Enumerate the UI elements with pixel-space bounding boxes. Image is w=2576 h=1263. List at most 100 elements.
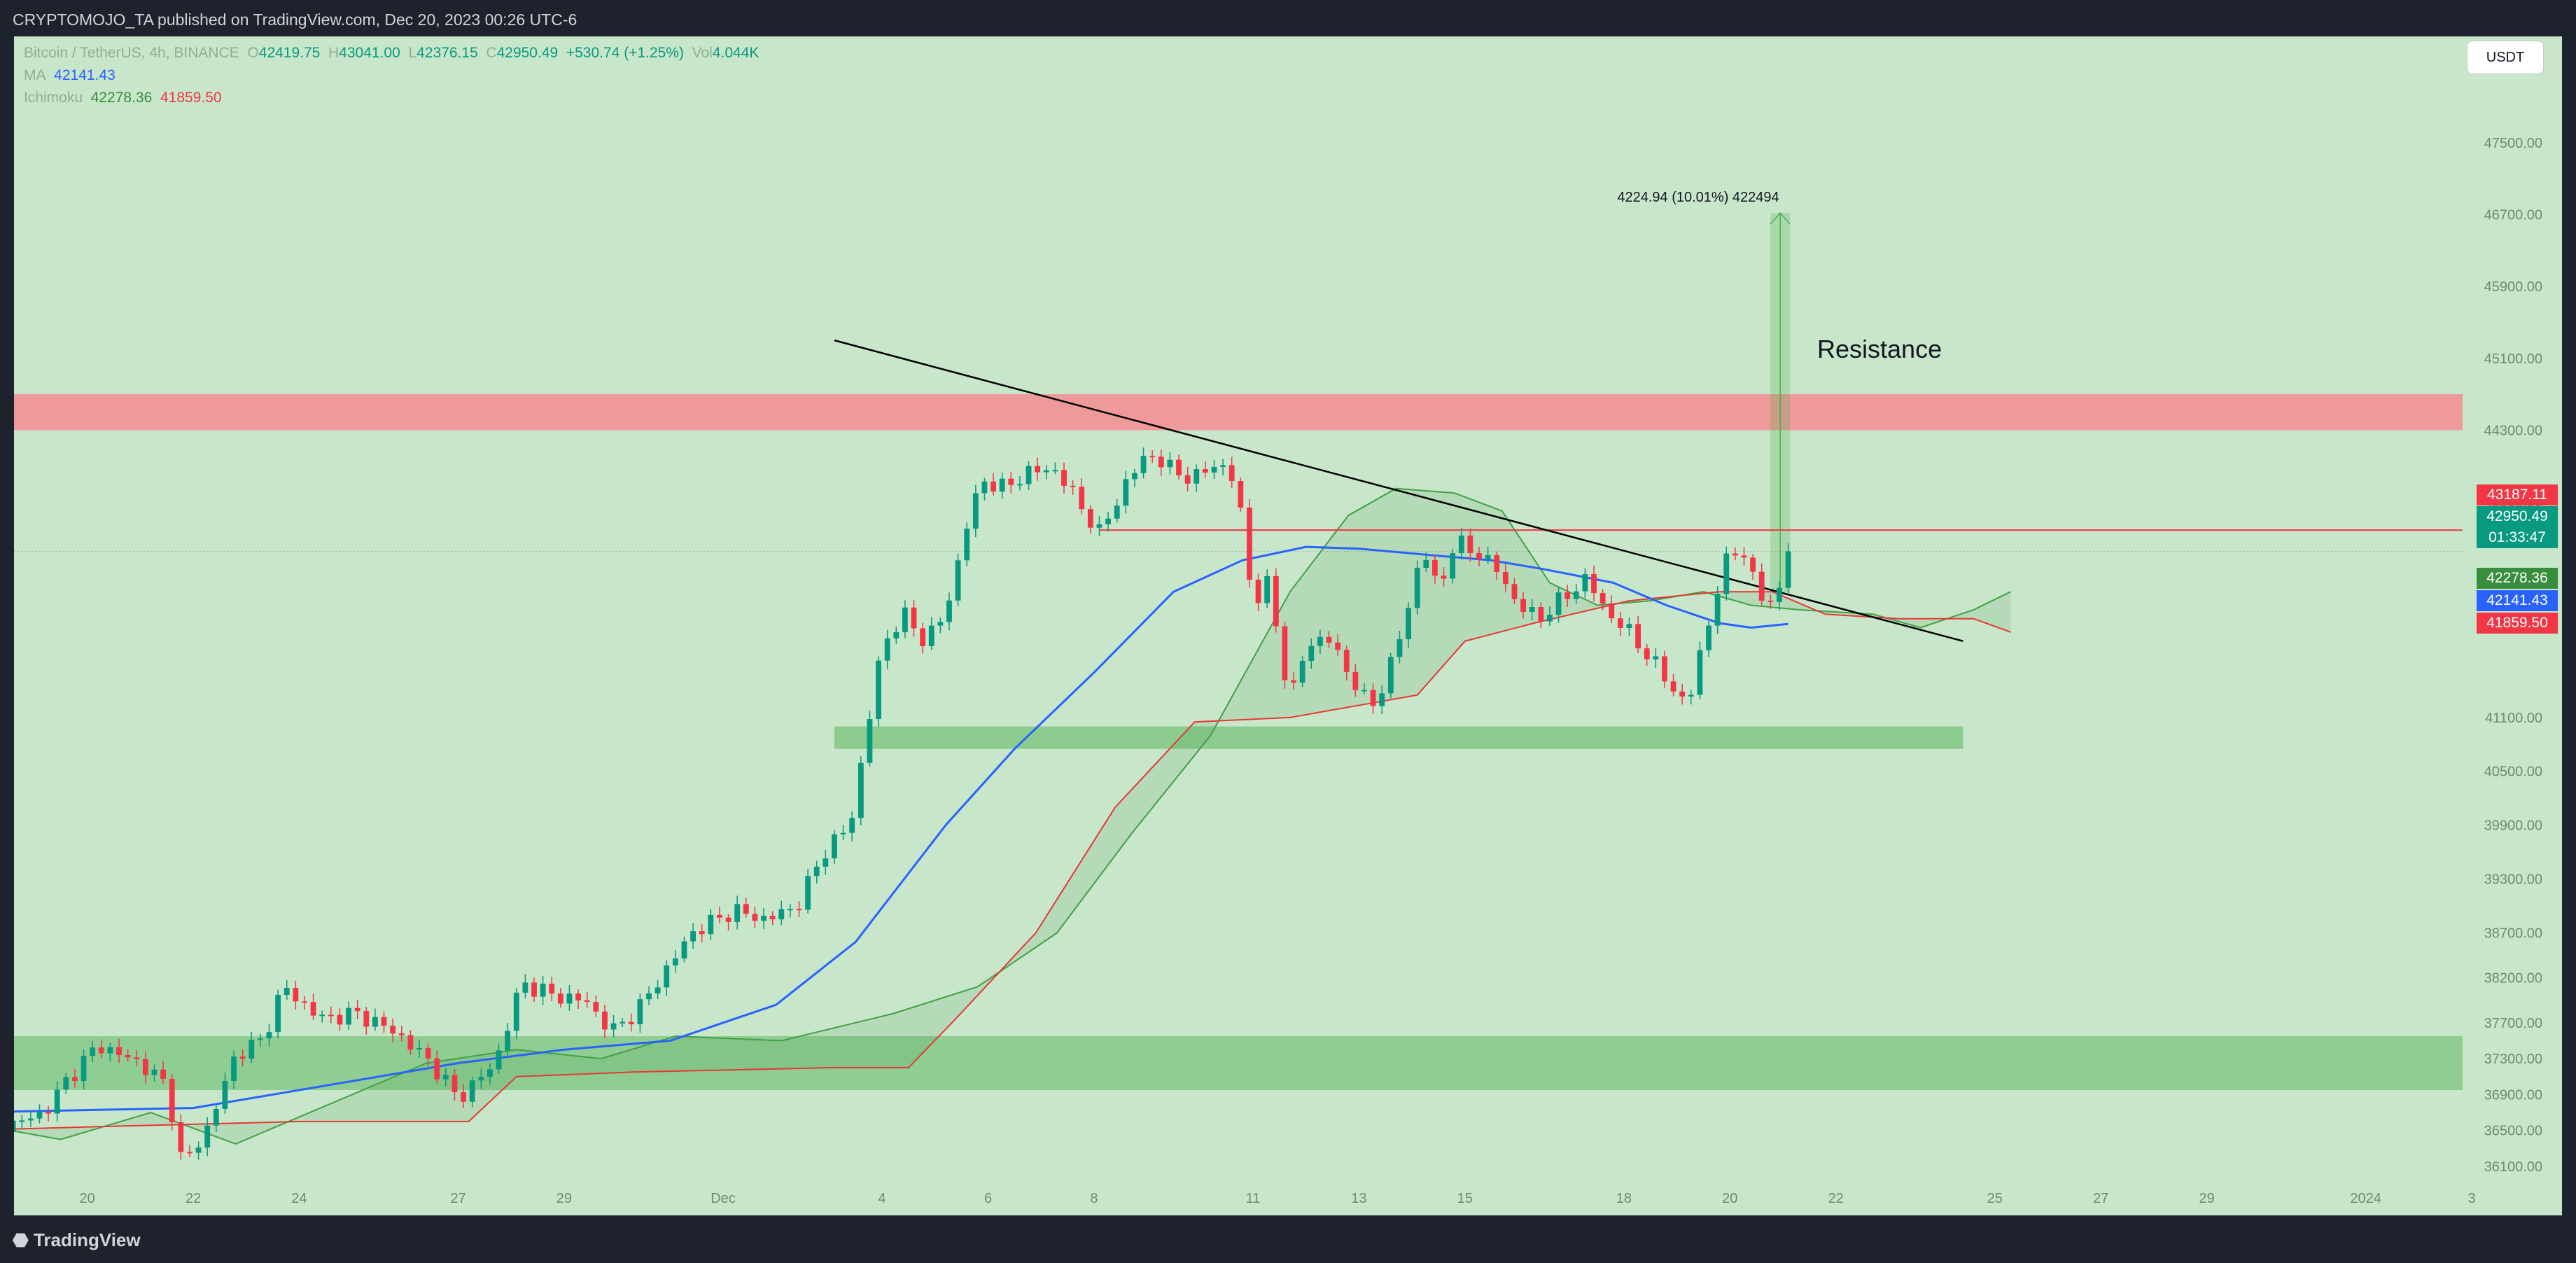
candle-body [487, 1069, 493, 1077]
candle-body [257, 1038, 263, 1040]
candle [310, 993, 316, 1020]
candle-body [1396, 639, 1403, 657]
currency-button[interactable]: USDT [2467, 41, 2544, 74]
candle [160, 1061, 167, 1084]
candle [1184, 466, 1191, 491]
candle-body [72, 1077, 78, 1081]
candle-body [1688, 695, 1694, 697]
candle [1414, 560, 1420, 615]
candle [319, 1010, 326, 1023]
candle-body [425, 1047, 431, 1059]
candle-body [231, 1056, 237, 1081]
measure-label: 4224.94 (10.01%) 422494 [1617, 190, 1779, 205]
candle [1043, 465, 1049, 480]
brand-name: TradingView [33, 1229, 141, 1250]
candle [1087, 505, 1093, 534]
candle [699, 924, 705, 943]
candle-body [628, 1021, 634, 1024]
candle [911, 599, 917, 637]
legend-low: 42376.15 [416, 45, 478, 61]
candle-body [717, 914, 722, 918]
price-tag-hline: 43187.11 [2477, 484, 2558, 505]
candle-body [557, 993, 564, 1004]
candle [1362, 683, 1367, 695]
candle [681, 936, 687, 963]
candle [1406, 602, 1411, 648]
candle [346, 1001, 351, 1030]
x-tick-label: 15 [1457, 1191, 1473, 1206]
candle-body [398, 1033, 405, 1035]
candle [461, 1084, 466, 1108]
candle-body [1079, 487, 1085, 510]
tradingview-logo[interactable]: ⬣ TradingView [13, 1229, 141, 1251]
candle [549, 976, 555, 1002]
candle-body [584, 1000, 590, 1003]
candle [231, 1050, 237, 1089]
candle-body [911, 607, 917, 629]
candle [1132, 468, 1138, 488]
candle-body [1273, 575, 1279, 627]
candle [178, 1114, 184, 1160]
candle-body [1423, 559, 1429, 568]
candle-body [1723, 553, 1730, 594]
candle [1644, 644, 1650, 667]
candle [1317, 629, 1323, 655]
candle [1573, 584, 1579, 604]
candle [566, 984, 573, 1011]
candle-body [1317, 636, 1323, 646]
tv-logo-icon: ⬣ [13, 1229, 29, 1250]
y-tick-label: 37300.00 [2484, 1052, 2542, 1067]
candle-body [1123, 479, 1129, 506]
price-chart[interactable]: 36100.00 36500.00 36900.00 37300.00 37700.00… [14, 36, 2562, 1215]
candle-body [1476, 552, 1482, 559]
candle-body [1768, 600, 1774, 602]
candle-body [1635, 624, 1641, 649]
candle-body [1626, 624, 1632, 628]
legend-ma-row[interactable]: MA 42141.43 [24, 67, 115, 84]
ma-line [14, 545, 1788, 1113]
candle-body [1741, 555, 1747, 558]
candle-body [549, 984, 555, 994]
candle [937, 617, 944, 634]
candle-body [734, 904, 741, 922]
candle [990, 473, 996, 496]
candle-body [1644, 648, 1650, 660]
candle [1035, 457, 1041, 481]
candle [964, 522, 970, 566]
candle-body [1247, 507, 1252, 580]
candle [972, 484, 979, 538]
candle-body [1458, 535, 1464, 554]
chart-area[interactable]: 36100.00 36500.00 36900.00 37300.00 37700.00… [14, 36, 2562, 1215]
resistance-zone [14, 394, 2463, 431]
candle-body [337, 1014, 343, 1025]
candle-body [522, 982, 528, 993]
x-tick-label: 8 [1090, 1191, 1098, 1206]
candle [893, 626, 899, 644]
x-tick-label: 13 [1351, 1191, 1366, 1206]
candle-body [1555, 592, 1562, 615]
candle-body [27, 1118, 34, 1121]
candle-body [708, 914, 714, 935]
candle [302, 996, 307, 1010]
candle-body [1255, 580, 1261, 603]
candle [769, 911, 776, 926]
legend-ichimoku-value1: 42278.36 [90, 90, 153, 106]
candle-body [1529, 607, 1535, 612]
legend-ichimoku-row[interactable]: Ichimoku 42278.36 41859.50 [24, 90, 222, 106]
candle [1026, 461, 1032, 490]
candle-body [1414, 568, 1420, 608]
y-tick-label: 36900.00 [2484, 1087, 2542, 1103]
candle-body [1132, 473, 1138, 480]
candle-body [1335, 642, 1341, 650]
candle [257, 1033, 263, 1047]
candle [664, 960, 670, 996]
candle-body [1697, 650, 1703, 695]
candle [1564, 585, 1571, 608]
x-tick-label: 3 [2468, 1191, 2476, 1206]
legend-ma-value: 42141.43 [54, 67, 115, 83]
x-tick-label: 20 [1722, 1191, 1737, 1206]
candle-body [19, 1120, 25, 1122]
candle-body [1202, 469, 1208, 473]
candle-body [1679, 691, 1686, 697]
candle [513, 988, 519, 1040]
